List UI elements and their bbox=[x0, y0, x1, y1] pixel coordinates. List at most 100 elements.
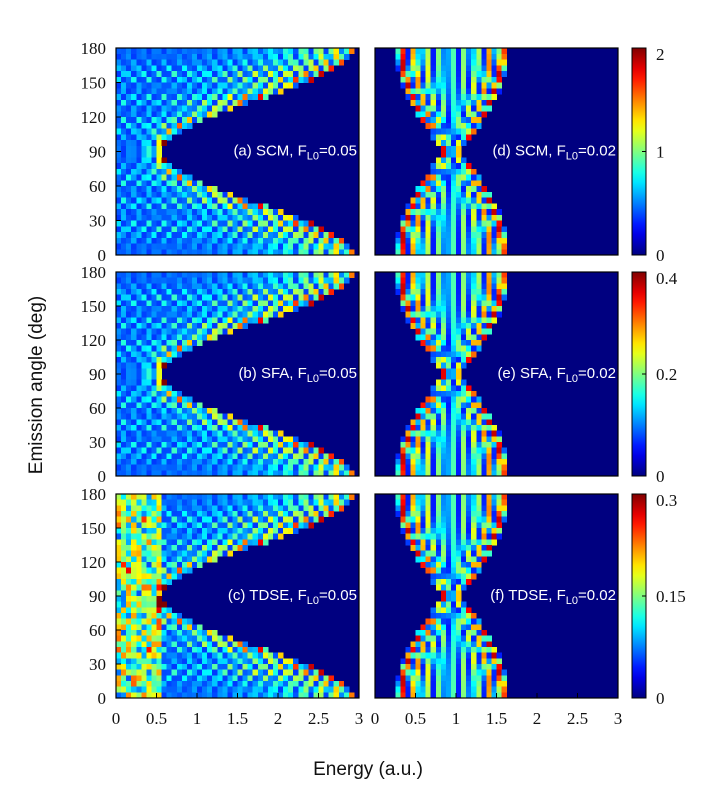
heatmap-cell bbox=[415, 658, 421, 665]
heatmap-cell bbox=[197, 237, 203, 244]
heatmap-cell bbox=[146, 65, 152, 72]
heatmap-cell bbox=[181, 300, 188, 307]
heatmap-cell bbox=[126, 328, 132, 335]
heatmap-cell bbox=[136, 550, 142, 557]
heatmap-cell bbox=[501, 499, 508, 506]
heatmap-cell bbox=[481, 630, 487, 637]
heatmap-cell bbox=[476, 340, 482, 347]
heatmap-cell bbox=[247, 311, 254, 318]
heatmap-cell bbox=[222, 105, 228, 112]
heatmap-cell bbox=[486, 76, 492, 83]
heatmap-cell bbox=[461, 99, 467, 106]
heatmap-cell bbox=[288, 237, 294, 244]
heatmap-cell bbox=[141, 368, 147, 375]
heatmap-cell bbox=[141, 65, 147, 72]
heatmap-cell bbox=[136, 618, 142, 625]
heatmap-cell bbox=[293, 237, 299, 244]
heatmap-cell bbox=[161, 94, 168, 101]
heatmap-cell bbox=[435, 584, 442, 591]
heatmap-cell bbox=[466, 413, 472, 420]
heatmap-cell bbox=[191, 511, 198, 518]
heatmap-cell bbox=[445, 396, 452, 403]
heatmap-cell bbox=[136, 340, 142, 347]
heatmap-cell bbox=[303, 76, 309, 83]
heatmap-cell bbox=[161, 186, 168, 193]
heatmap-cell bbox=[222, 528, 228, 535]
heatmap-cell bbox=[333, 243, 340, 250]
heatmap-cell bbox=[476, 88, 482, 95]
heatmap-cell bbox=[151, 425, 157, 432]
heatmap-cell bbox=[186, 243, 193, 250]
heatmap-cell bbox=[267, 311, 274, 318]
heatmap-cell bbox=[257, 300, 264, 307]
heatmap-cell bbox=[440, 53, 447, 60]
heatmap-cell bbox=[222, 48, 228, 55]
heatmap-cell bbox=[440, 453, 447, 460]
heatmap-cell bbox=[288, 272, 294, 279]
heatmap-cell bbox=[283, 48, 289, 55]
heatmap-cell bbox=[166, 692, 173, 699]
heatmap-cell bbox=[217, 203, 223, 210]
heatmap-cell bbox=[445, 317, 452, 324]
heatmap-cell bbox=[425, 442, 432, 449]
heatmap-cell bbox=[466, 340, 472, 347]
heatmap-cell bbox=[481, 203, 487, 210]
heatmap-cell bbox=[166, 436, 173, 443]
heatmap-cell bbox=[191, 289, 198, 296]
heatmap-cell bbox=[466, 300, 472, 307]
heatmap-cell bbox=[445, 550, 452, 557]
heatmap-cell bbox=[471, 681, 477, 688]
heatmap-cell bbox=[146, 88, 152, 95]
heatmap-cell bbox=[161, 174, 168, 181]
heatmap-cell bbox=[435, 351, 442, 358]
heatmap-cell bbox=[176, 340, 183, 347]
heatmap-cell bbox=[126, 425, 132, 432]
heatmap-cell bbox=[405, 669, 411, 676]
heatmap-cell bbox=[121, 306, 127, 313]
heatmap-cell bbox=[237, 232, 243, 239]
heatmap-cell bbox=[308, 516, 314, 523]
heatmap-cell bbox=[116, 53, 122, 60]
heatmap-cell bbox=[456, 505, 462, 512]
x-tick-label: 0 bbox=[371, 709, 380, 728]
heatmap-cell bbox=[171, 59, 178, 66]
heatmap-cell bbox=[440, 117, 447, 124]
heatmap-cell bbox=[161, 59, 168, 66]
heatmap-cell bbox=[420, 505, 427, 512]
heatmap-cell bbox=[181, 71, 188, 78]
heatmap-cell bbox=[156, 272, 162, 279]
heatmap-cell bbox=[181, 328, 188, 335]
heatmap-cell bbox=[116, 168, 122, 175]
heatmap-cell bbox=[186, 413, 193, 420]
heatmap-cell bbox=[166, 453, 173, 460]
heatmap-cell bbox=[461, 664, 467, 671]
heatmap-cell bbox=[136, 311, 142, 318]
heatmap-cell bbox=[156, 545, 162, 552]
heatmap-cell bbox=[136, 59, 142, 66]
heatmap-cell bbox=[491, 494, 497, 501]
heatmap-cell bbox=[176, 88, 183, 95]
heatmap-cell bbox=[136, 601, 142, 608]
heatmap-cell bbox=[440, 470, 447, 477]
heatmap-cell bbox=[450, 590, 457, 597]
heatmap-cell bbox=[176, 562, 183, 569]
heatmap-cell bbox=[141, 430, 147, 437]
heatmap-cell bbox=[116, 82, 122, 89]
heatmap-cell bbox=[181, 499, 188, 506]
heatmap-cell bbox=[293, 283, 299, 290]
heatmap-cell bbox=[232, 641, 238, 648]
heatmap-cell bbox=[288, 681, 294, 688]
heatmap-cell bbox=[262, 447, 269, 454]
heatmap-cell bbox=[146, 430, 152, 437]
heatmap-cell bbox=[267, 652, 274, 659]
heatmap-cell bbox=[267, 283, 274, 290]
heatmap-cell bbox=[146, 277, 152, 284]
heatmap-cell bbox=[136, 686, 142, 693]
heatmap-cell bbox=[202, 413, 208, 420]
heatmap-cell bbox=[176, 243, 183, 250]
heatmap-cell bbox=[207, 209, 213, 216]
heatmap-cell bbox=[197, 191, 203, 198]
heatmap-cell bbox=[212, 243, 218, 250]
heatmap-cell bbox=[288, 675, 294, 682]
heatmap-cell bbox=[156, 584, 162, 591]
